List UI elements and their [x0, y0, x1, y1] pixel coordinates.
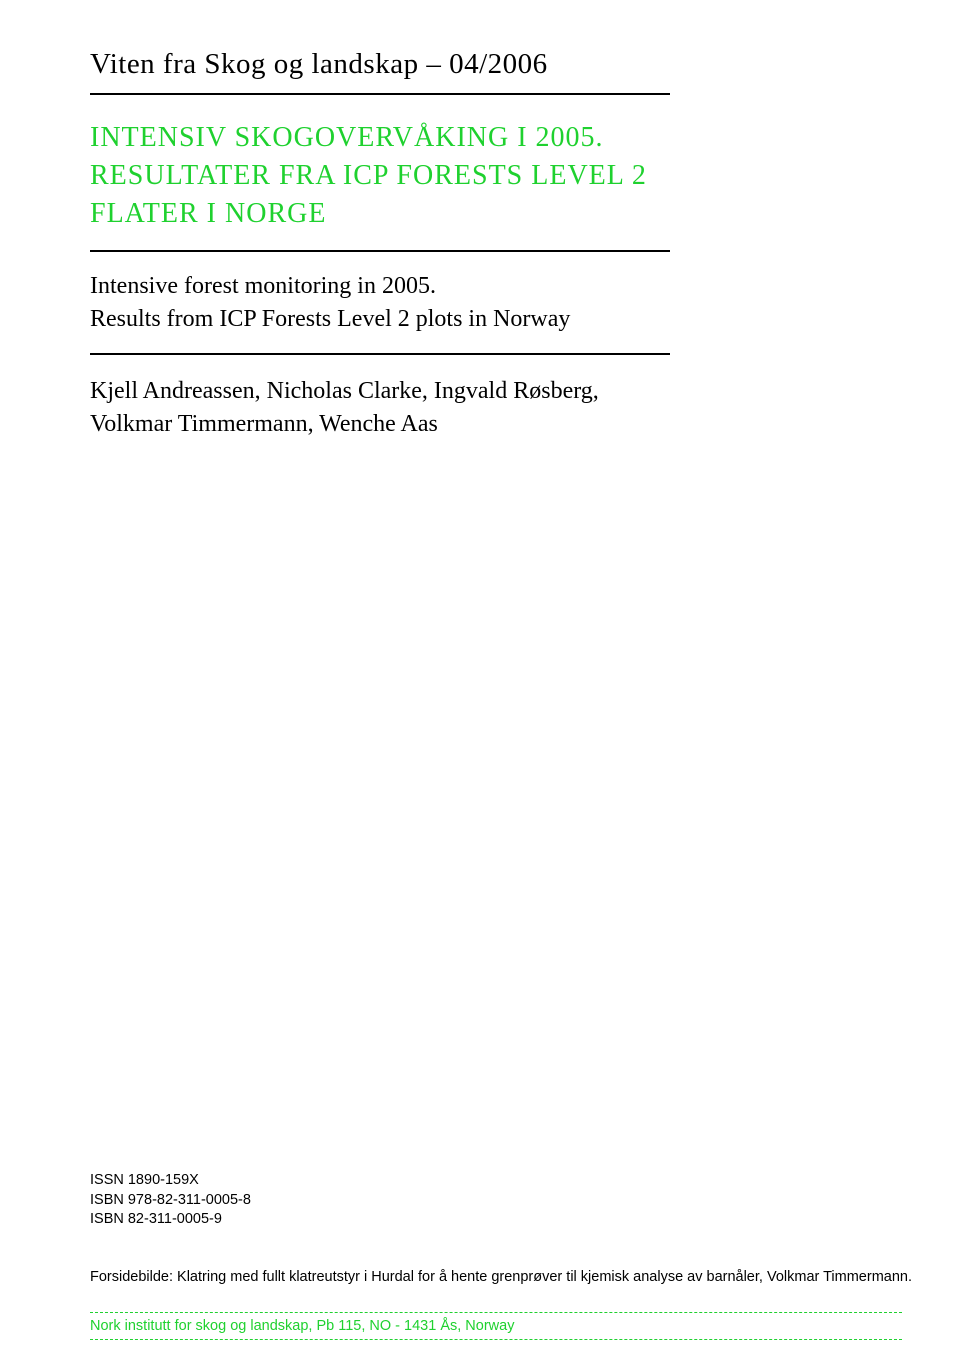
authors-line-1: Kjell Andreassen, Nicholas Clarke, Ingva… [90, 375, 870, 407]
title-line-3: FLATER I NORGE [90, 195, 870, 233]
issn: ISSN 1890-159X [90, 1171, 251, 1191]
subtitle-line-2: Results from ICP Forests Level 2 plots i… [90, 303, 870, 335]
isbn-1: ISBN 978-82-311-0005-8 [90, 1191, 251, 1211]
footer-rule-top [90, 1312, 902, 1313]
title-line-1: INTENSIV SKOGOVERVÅKING I 2005. [90, 119, 870, 157]
rule-3 [90, 353, 670, 355]
rule-1 [90, 93, 670, 95]
identifiers: ISSN 1890-159X ISBN 978-82-311-0005-8 IS… [90, 1171, 251, 1230]
subtitle-english: Intensive forest monitoring in 2005. Res… [90, 270, 870, 335]
main-title: INTENSIV SKOGOVERVÅKING I 2005. RESULTAT… [90, 119, 870, 232]
cover-caption: Forsidebilde: Klatring med fullt klatreu… [90, 1268, 912, 1288]
footer: Nork institutt for skog og landskap, Pb … [90, 1310, 902, 1342]
authors-line-2: Volkmar Timmermann, Wenche Aas [90, 408, 870, 440]
authors: Kjell Andreassen, Nicholas Clarke, Ingva… [90, 375, 870, 440]
document-page: Viten fra Skog og landskap – 04/2006 INT… [0, 0, 960, 1360]
footer-rule-bottom [90, 1339, 902, 1340]
rule-2 [90, 250, 670, 252]
subtitle-line-1: Intensive forest monitoring in 2005. [90, 270, 870, 302]
footer-text: Nork institutt for skog og landskap, Pb … [90, 1315, 902, 1337]
isbn-2: ISBN 82-311-0005-9 [90, 1210, 251, 1230]
title-line-2: RESULTATER FRA ICP FORESTS LEVEL 2 [90, 157, 870, 195]
series-title: Viten fra Skog og landskap – 04/2006 [90, 48, 870, 81]
